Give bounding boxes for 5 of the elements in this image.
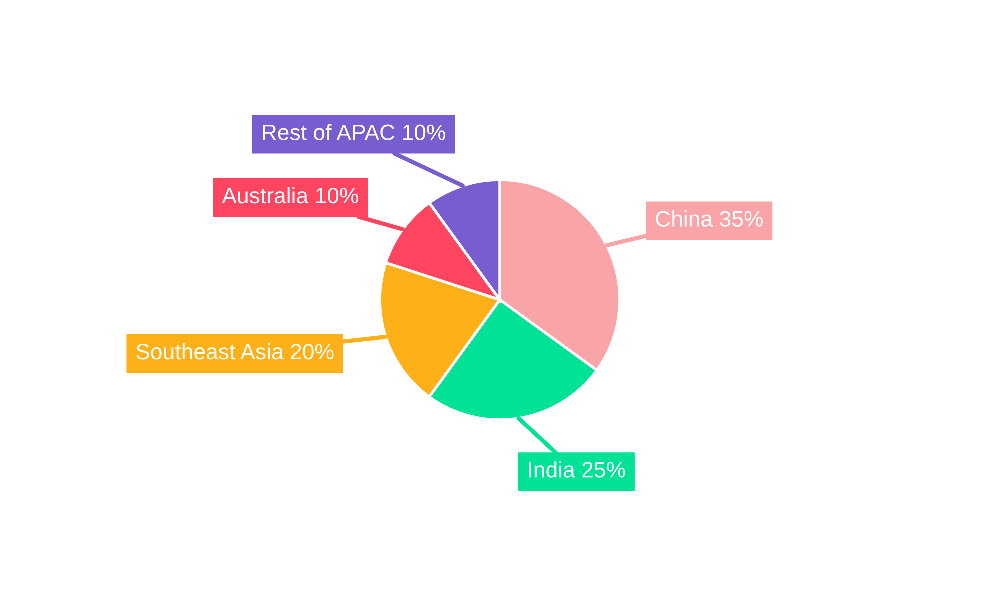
slice-label: Australia 10%: [222, 187, 358, 204]
slice-label: Southeast Asia 20%: [136, 343, 334, 360]
slice-label: India 25%: [529, 462, 626, 478]
slice-label: China 35%: [656, 210, 763, 227]
slice-label: Rest of APAC 10%: [263, 124, 446, 140]
